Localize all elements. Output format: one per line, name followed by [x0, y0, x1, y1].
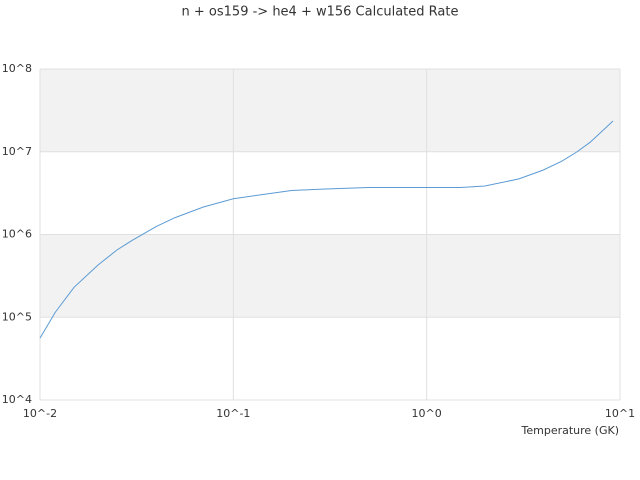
- grid-band: [40, 69, 620, 152]
- x-tick-label: 10^0: [412, 407, 442, 420]
- data-line: [39, 120, 614, 339]
- chart-title: n + os159 -> he4 + w156 Calculated Rate: [182, 5, 459, 20]
- x-tick-label: 10^-1: [216, 407, 250, 420]
- x-tick-label: 10^-2: [23, 407, 57, 420]
- y-tick-label: 10^8: [2, 62, 32, 75]
- grid-band: [40, 234, 620, 318]
- y-tick-label: 10^5: [2, 310, 32, 323]
- x-axis-label: Temperature (GK): [521, 424, 620, 437]
- y-tick-label: 10^4: [2, 393, 32, 406]
- y-tick-label: 10^6: [2, 228, 32, 241]
- x-tick-label: 10^1: [605, 407, 635, 420]
- y-tick-label: 10^7: [2, 145, 32, 158]
